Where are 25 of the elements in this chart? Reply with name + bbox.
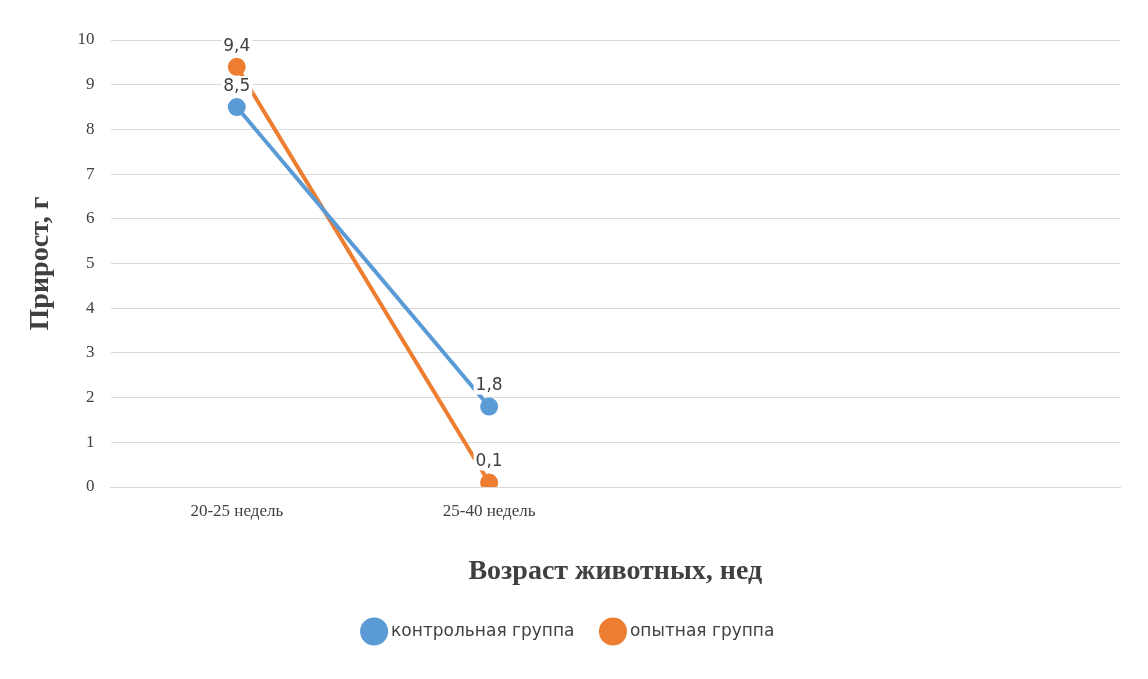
y-tick-label: 3 xyxy=(86,342,95,362)
data-label: 8,5 xyxy=(223,74,251,95)
y-axis-title: Прирост, г xyxy=(23,196,55,331)
x-tick-label: 25-40 недель xyxy=(442,500,536,520)
legend-label: опытная группа xyxy=(629,619,775,640)
y-tick-label: 8 xyxy=(86,118,95,138)
data-label: 0,1 xyxy=(475,450,503,471)
data-label: 1,8 xyxy=(475,374,503,395)
y-tick-label: 2 xyxy=(86,387,95,407)
y-tick-label: 7 xyxy=(86,163,96,183)
point xyxy=(480,473,499,487)
x-axis-title: Возраст животных, нед xyxy=(468,554,763,586)
legend-label: контрольная группа xyxy=(391,619,575,640)
y-tick-label: 10 xyxy=(77,29,95,49)
y-tick-label: 4 xyxy=(86,297,96,317)
point xyxy=(227,98,246,117)
x-tick-label: 20-25 недель xyxy=(190,500,284,520)
y-tick-label: 0 xyxy=(86,476,95,496)
y-tick-label: 1 xyxy=(86,431,95,451)
point xyxy=(227,57,246,76)
y-tick-label: 6 xyxy=(86,208,95,228)
y-tick-label: 5 xyxy=(86,252,95,272)
data-label: 9,4 xyxy=(223,34,251,55)
y-tick-label: 9 xyxy=(86,74,95,94)
point xyxy=(480,397,499,416)
